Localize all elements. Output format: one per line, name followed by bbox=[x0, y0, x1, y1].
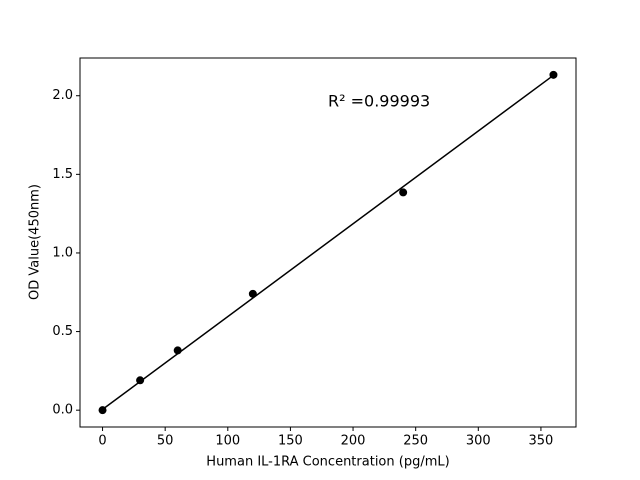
x-tick-label: 100 bbox=[215, 434, 240, 449]
x-tick-label: 150 bbox=[278, 434, 303, 449]
y-tick-label: 1.0 bbox=[52, 245, 73, 260]
data-point bbox=[399, 188, 408, 197]
data-point bbox=[248, 289, 257, 298]
data-point bbox=[173, 346, 182, 355]
fit-line bbox=[102, 74, 554, 410]
y-tick-label: 1.5 bbox=[52, 167, 73, 182]
y-tick-label: 0.0 bbox=[52, 403, 73, 418]
x-tick-label: 0 bbox=[98, 434, 106, 449]
y-axis-label: OD Value(450nm) bbox=[28, 184, 43, 300]
annotation: R² =0.99993 bbox=[328, 92, 430, 111]
x-tick-label: 300 bbox=[466, 434, 491, 449]
y-tick-label: 2.0 bbox=[52, 88, 73, 103]
x-axis-label: Human IL-1RA Concentration (pg/mL) bbox=[206, 455, 449, 470]
data-point bbox=[549, 70, 558, 79]
x-tick-label: 50 bbox=[157, 434, 174, 449]
data-point bbox=[136, 376, 145, 385]
x-tick-label: 200 bbox=[341, 434, 366, 449]
x-tick-label: 250 bbox=[403, 434, 428, 449]
data-point bbox=[98, 406, 107, 415]
x-tick-label: 350 bbox=[529, 434, 554, 449]
plot-frame bbox=[79, 57, 577, 428]
y-tick-label: 0.5 bbox=[52, 324, 73, 339]
